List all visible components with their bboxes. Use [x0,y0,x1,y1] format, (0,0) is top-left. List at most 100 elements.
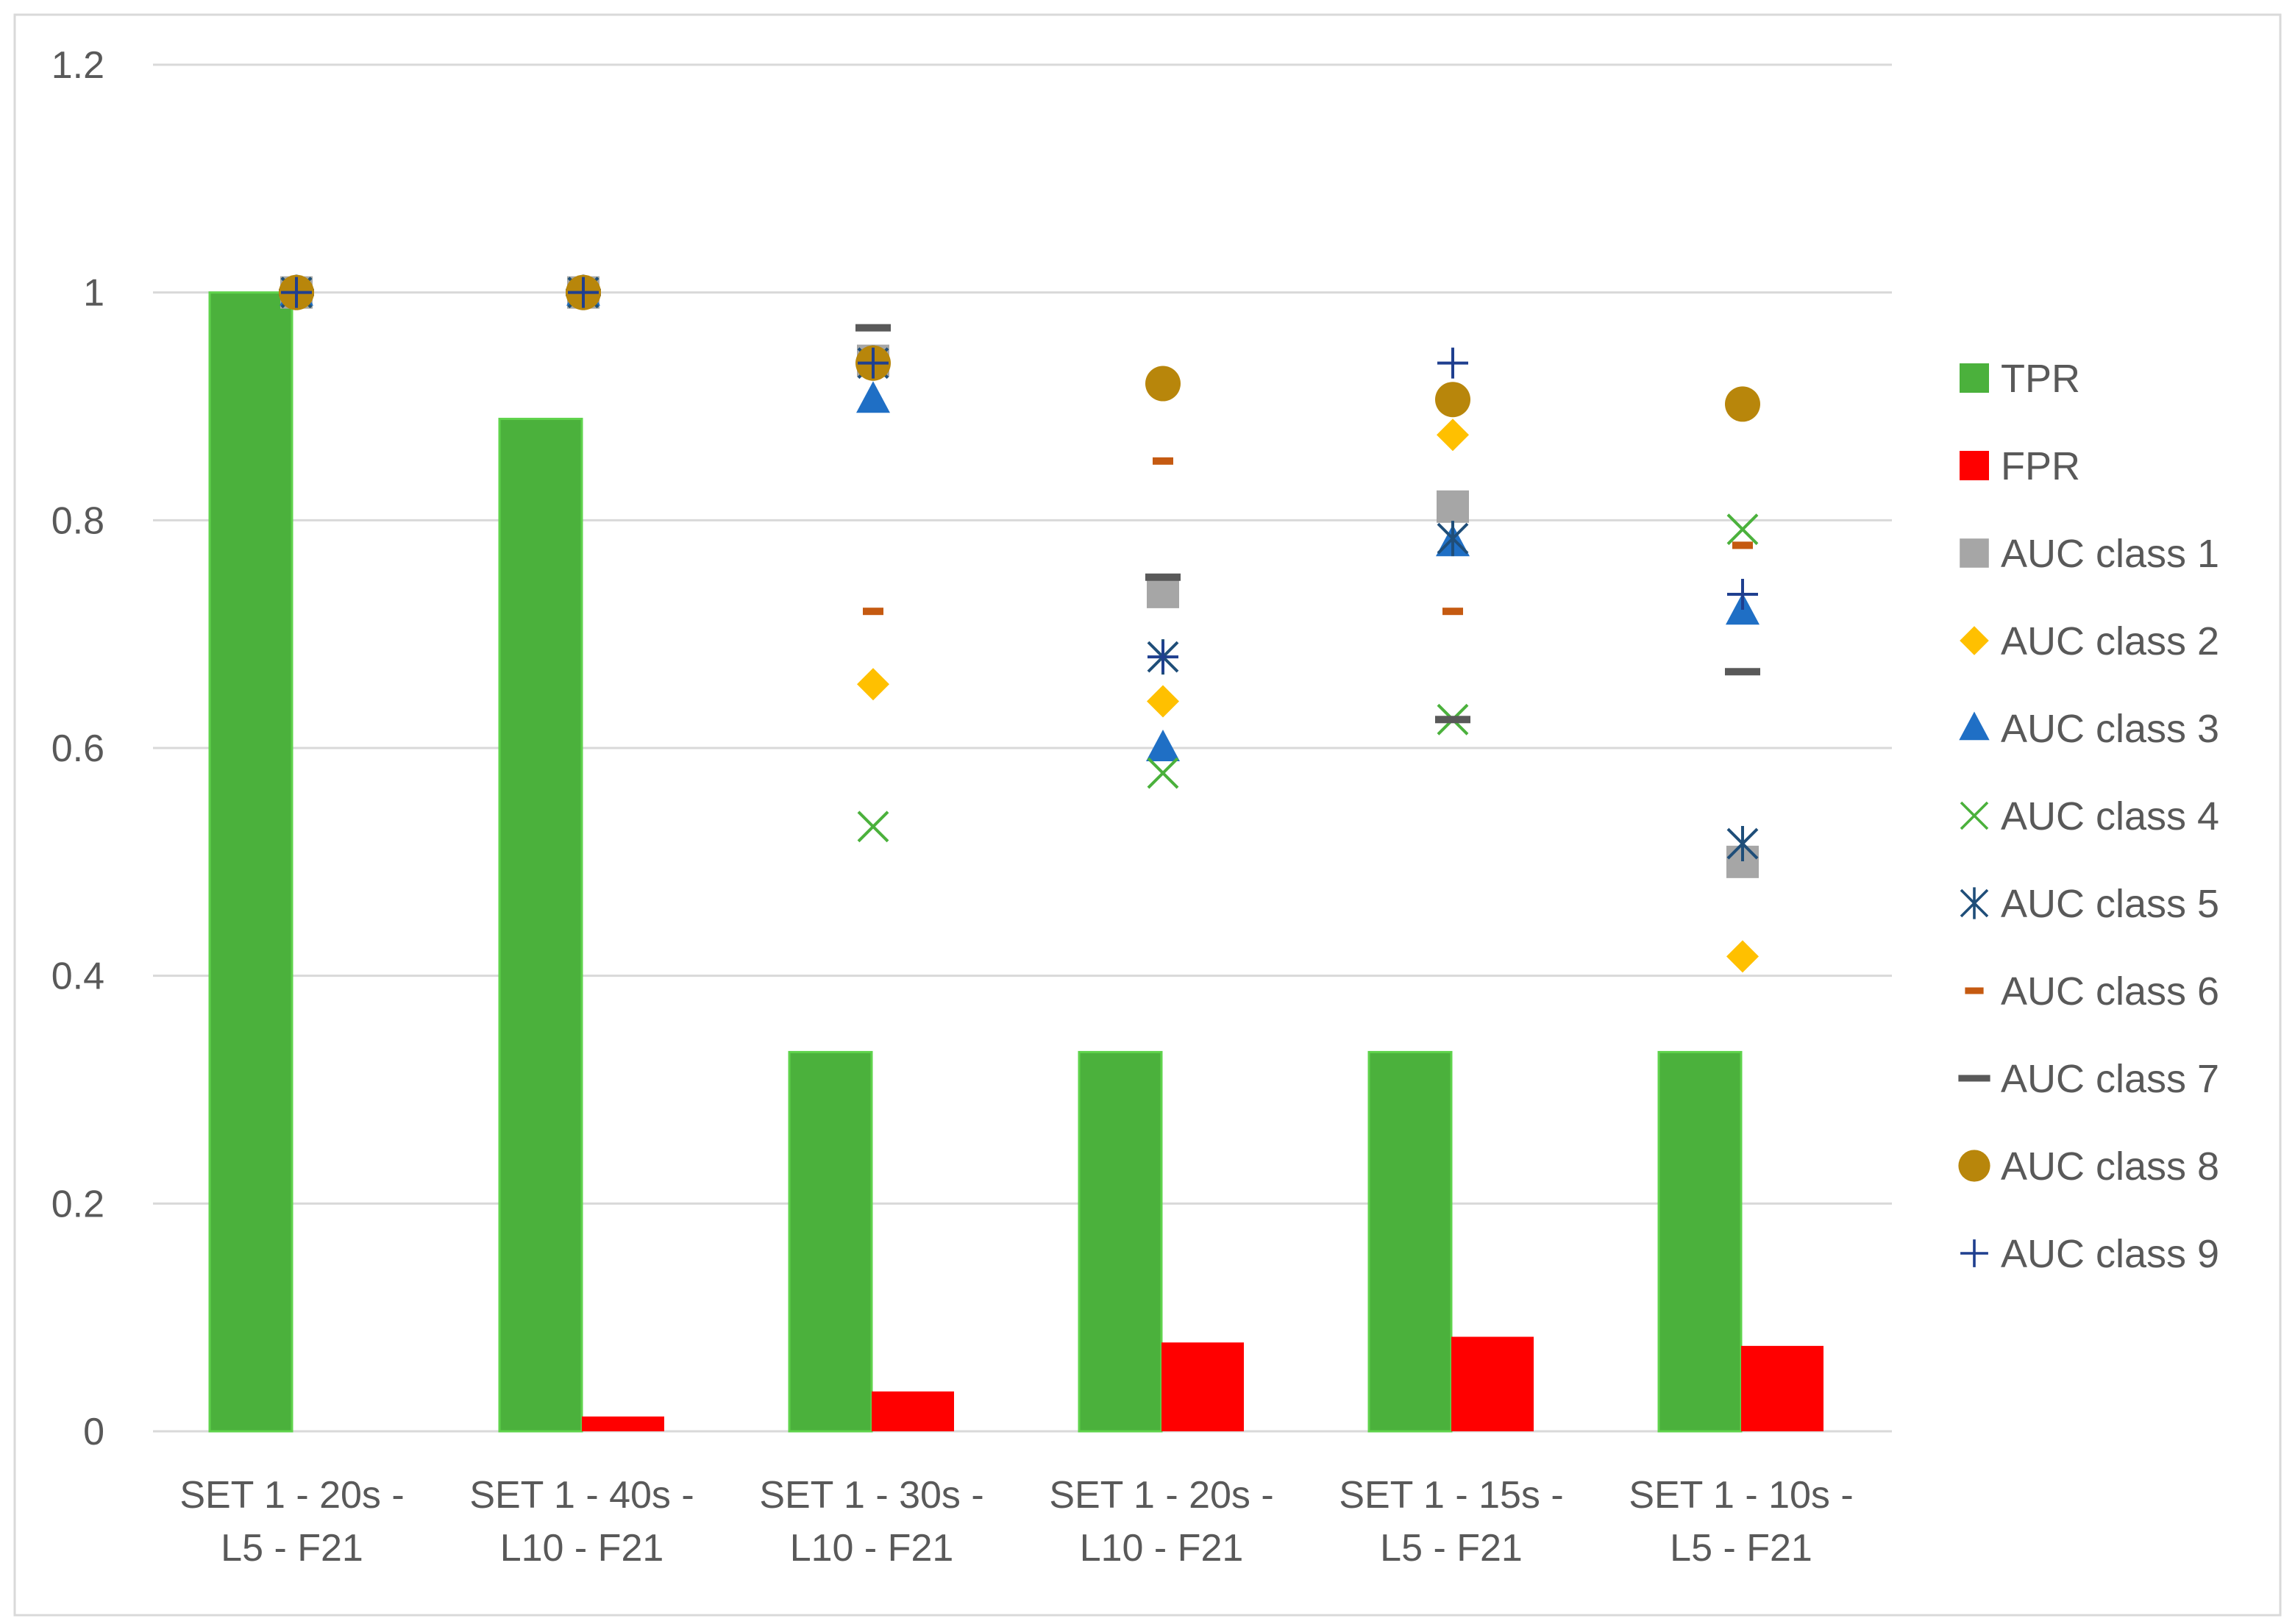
auc-class-9-marker [1148,641,1178,673]
legend-swatch [1960,363,1989,393]
tpr-bar [498,418,583,1433]
legend-label: AUC class 4 [2001,794,2219,838]
fpr-bar [1451,1336,1534,1431]
y-tick-label: 0 [83,1411,104,1453]
auc-class-6-marker [1442,608,1463,616]
legend-item-auc-class-4: AUC class 4 [1960,794,2219,838]
legend-label: TPR [2001,357,2080,401]
auc-class-7-marker [1725,668,1760,676]
x-tick-label: L10 - F21 [500,1527,664,1570]
x-tick-label: L5 - F21 [1380,1527,1523,1570]
legend-swatch [1960,626,1989,655]
auc-class-9-marker [1437,347,1468,379]
auc-class-5-marker [1726,826,1759,862]
x-tick-label: SET 1 - 40s - [469,1474,694,1517]
y-tick-label: 0.8 [51,499,104,542]
tpr-bar [1367,1050,1453,1433]
tpr-bar [208,291,293,1433]
legend-label: AUC class 1 [2001,532,2219,576]
fpr-bar [582,1416,664,1431]
x-tick-label: SET 1 - 10s - [1629,1474,1853,1517]
auc-class-6-marker [1732,541,1753,549]
legend-label: AUC class 2 [2001,619,2219,663]
legend-swatch [1965,987,1984,994]
marker-series [279,274,1760,973]
auc-class-4-marker [857,811,889,843]
legend-item-auc-class-8: AUC class 8 [1958,1144,2219,1189]
legend-item-tpr: TPR [1960,357,2080,401]
legend-label: AUC class 7 [2001,1057,2219,1101]
legend-label: AUC class 6 [2001,969,2219,1014]
legend-item-fpr: FPR [1960,444,2080,488]
legend-item-auc-class-2: AUC class 2 [1960,619,2219,663]
auc-class-2-marker [1437,419,1469,452]
auc-class-4-marker [1147,757,1179,789]
legend-label: AUC class 8 [2001,1144,2219,1189]
auc-class-8-marker [1435,382,1470,418]
x-tick-label: L10 - F21 [790,1527,954,1570]
x-tick-label: L5 - F21 [221,1527,363,1570]
legend-swatch [1960,801,1989,830]
legend-item-auc-class-5: AUC class 5 [1960,882,2219,926]
x-tick-label: L10 - F21 [1080,1527,1244,1570]
y-tick-label: 0.6 [51,727,104,770]
legend-swatch [1958,1075,1990,1082]
x-axis-ticks: SET 1 - 20s - L5 - F21 SET 1 - 40s - L10 - … [179,1474,1853,1570]
legend-swatch [1960,887,1989,919]
x-tick-label: SET 1 - 30s - [759,1474,983,1517]
x-tick-label: SET 1 - 20s - [179,1474,404,1517]
tpr-bar [1657,1050,1743,1433]
tpr-bar [788,1050,873,1433]
auc-class-2-marker [1726,940,1759,973]
legend-item-auc-class-7: AUC class 7 [1958,1057,2219,1101]
auc-class-3-marker [856,381,890,413]
legend-label: AUC class 9 [2001,1232,2219,1276]
x-tick-label: L5 - F21 [1670,1527,1812,1570]
legend-item-auc-class-3: AUC class 3 [1959,707,2219,751]
auc-class-4-marker [1726,513,1759,546]
auc-class-7-marker [1145,573,1181,581]
tpr-bar [1078,1050,1163,1433]
auc-class-9-marker [858,347,889,379]
y-axis-ticks: 0 0.2 0.4 0.6 0.8 1 1.2 [51,44,104,1453]
gridlines [153,63,1892,1433]
auc-class-6-marker [863,608,883,616]
x-tick-label: SET 1 - 15s - [1339,1474,1563,1517]
auc-class-9-marker [568,277,599,308]
y-tick-label: 1.2 [51,44,104,87]
legend-swatch [1959,711,1990,741]
auc-class-9-marker [281,277,312,308]
legend: TPR FPR AUC class 1 AUC class 2 AUC class 3 A… [1958,357,2219,1276]
fpr-bar [1741,1345,1823,1431]
auc-class-1-marker [1437,490,1469,523]
fpr-bar [872,1391,954,1431]
y-tick-label: 0.2 [51,1183,104,1225]
legend-swatch [1960,538,1989,568]
auc-class-9-marker [1727,578,1758,610]
auc-class-5-marker [1437,521,1469,557]
fpr-bar [1161,1342,1244,1431]
auc-class-1-marker [1147,575,1179,608]
y-tick-label: 1 [83,272,104,315]
legend-label: AUC class 5 [2001,882,2219,926]
legend-label: AUC class 3 [2001,707,2219,751]
auc-class-8-marker [1725,386,1760,422]
auc-class-2-marker [1147,685,1179,718]
legend-item-auc-class-1: AUC class 1 [1960,532,2219,576]
legend-swatch [1958,1150,1990,1182]
bar-series [208,291,1823,1433]
legend-label: FPR [2001,444,2080,488]
legend-swatch [1960,1239,1988,1267]
auc-class-3-marker [1146,730,1180,761]
auc-class-7-marker [1435,716,1470,724]
auc-class-6-marker [1153,457,1173,465]
legend-item-auc-class-6: AUC class 6 [1965,969,2219,1014]
auc-class-7-marker [855,324,891,332]
legend-swatch [1960,451,1989,480]
legend-item-auc-class-9: AUC class 9 [1960,1232,2219,1276]
auc-class-2-marker [857,668,889,701]
y-tick-label: 0.4 [51,955,104,998]
auc-class-8-marker [1145,366,1181,402]
x-tick-label: SET 1 - 20s - [1049,1474,1273,1517]
